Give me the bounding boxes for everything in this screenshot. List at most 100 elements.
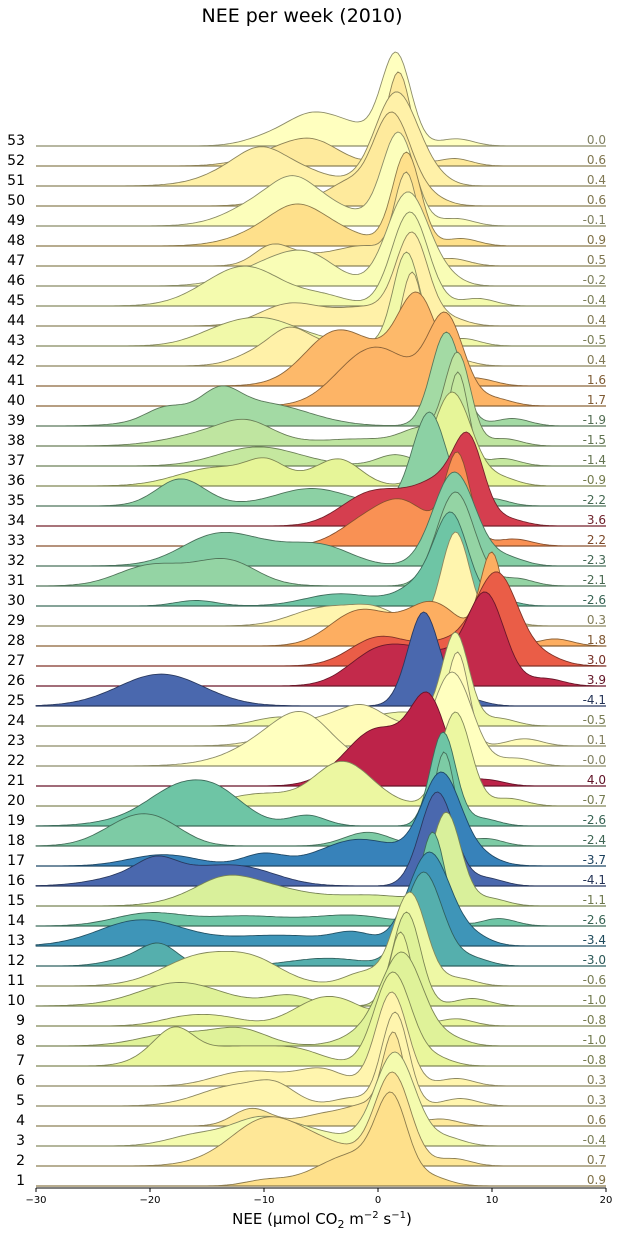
week-label: 24	[7, 713, 25, 729]
weekly-mean-label: -1.0	[583, 993, 606, 1007]
ridge-week-5: 5 0.3	[16, 1011, 606, 1109]
weekly-mean-label: -1.1	[583, 893, 606, 907]
week-label: 51	[7, 173, 25, 189]
week-label: 50	[7, 193, 25, 209]
week-label: 43	[7, 333, 25, 349]
ridges-group: 53 0.052 0.651 0.450 0.649 -0.148 0.947 0.546 -0…	[7, 51, 607, 1189]
weekly-mean-label: -0.5	[583, 713, 606, 727]
weekly-mean-label: 0.6	[587, 153, 606, 167]
x-axis-label-part: −1	[391, 1210, 406, 1221]
week-label: 16	[7, 873, 25, 889]
ridge-area	[36, 771, 606, 867]
ridge-week-15: 15 -1.1	[7, 811, 606, 909]
week-label: 25	[7, 693, 25, 709]
week-label: 34	[7, 513, 25, 529]
ridge-week-51: 51 0.4	[7, 91, 606, 189]
week-label: 2	[16, 1153, 25, 1169]
week-label: 29	[7, 613, 25, 629]
week-label: 3	[16, 1133, 25, 1149]
weekly-mean-label: 0.0	[587, 133, 606, 147]
week-label: 39	[7, 413, 25, 429]
x-tick-label: −30	[25, 1195, 46, 1206]
x-tick-label: 0	[375, 1195, 381, 1206]
x-axis-label: NEE (μmol CO2 m−2 s−1)	[232, 1210, 412, 1231]
weekly-mean-label: -0.9	[583, 473, 606, 487]
week-label: 33	[7, 533, 25, 549]
weekly-mean-label: -0.2	[583, 273, 606, 287]
week-label: 28	[7, 633, 25, 649]
week-label: 37	[7, 453, 25, 469]
x-axis-label-part: −2	[364, 1210, 379, 1221]
weekly-mean-label: 0.3	[587, 1093, 606, 1107]
weekly-mean-label: -0.8	[583, 1013, 606, 1027]
ridge-week-18: 18 -2.4	[7, 751, 606, 849]
weekly-mean-label: -0.4	[583, 1133, 606, 1147]
week-label: 6	[16, 1073, 25, 1089]
week-label: 5	[16, 1093, 25, 1109]
weekly-mean-label: -3.4	[583, 933, 606, 947]
weekly-mean-label: 0.9	[587, 1173, 606, 1187]
weekly-mean-label: -2.6	[583, 813, 606, 827]
week-label: 52	[7, 153, 25, 169]
weekly-mean-label: 0.7	[587, 1153, 606, 1167]
ridge-week-48: 48 0.9	[7, 151, 606, 249]
week-label: 1	[16, 1173, 25, 1189]
weekly-mean-label: 2.2	[587, 533, 606, 547]
ridge-week-8: 8 -1.0	[16, 951, 606, 1049]
week-label: 35	[7, 493, 25, 509]
x-tick-label: 20	[600, 1195, 613, 1206]
weekly-mean-label: -4.1	[583, 873, 606, 887]
week-label: 20	[7, 793, 25, 809]
week-label: 30	[7, 593, 25, 609]
week-label: 53	[7, 133, 25, 149]
weekly-mean-label: -0.5	[583, 333, 606, 347]
x-axis-label-part: )	[406, 1210, 412, 1228]
ridge-week-46: 46 -0.2	[7, 191, 606, 289]
weekly-mean-label: 0.4	[587, 173, 606, 187]
week-label: 48	[7, 233, 25, 249]
week-label: 10	[7, 993, 25, 1009]
ridge-week-35: 35 -2.2	[7, 411, 606, 509]
weekly-mean-label: 1.8	[587, 633, 606, 647]
x-tick-label: −20	[139, 1195, 160, 1206]
weekly-mean-label: -0.7	[583, 793, 606, 807]
ridge-week-11: 11 -0.6	[7, 891, 606, 989]
weekly-mean-label: -0.6	[583, 973, 606, 987]
week-label: 47	[7, 253, 25, 269]
week-label: 7	[16, 1053, 25, 1069]
week-label: 9	[16, 1013, 25, 1029]
x-axis-label-part: s	[379, 1210, 392, 1228]
ridge-week-12: 12 -3.0	[7, 871, 606, 969]
week-label: 17	[7, 853, 25, 869]
weekly-mean-label: -0.0	[583, 753, 606, 767]
ridge-week-44: 44 0.4	[7, 231, 606, 329]
weekly-mean-label: -3.0	[583, 953, 606, 967]
week-label: 31	[7, 573, 25, 589]
week-label: 8	[16, 1033, 25, 1049]
weekly-mean-label: -2.2	[583, 493, 606, 507]
weekly-mean-label: 0.4	[587, 353, 606, 367]
ridge-week-4: 4 0.6	[16, 1031, 606, 1129]
weekly-mean-label: 1.7	[587, 393, 606, 407]
week-label: 13	[7, 933, 25, 949]
ridge-week-13: 13 -3.4	[7, 851, 606, 949]
weekly-mean-label: -4.1	[583, 693, 606, 707]
week-label: 15	[7, 893, 25, 909]
ridge-area	[35, 751, 606, 847]
ridge-area	[35, 831, 606, 927]
ridge-week-17: 17 -3.7	[7, 771, 606, 869]
ridge-area	[35, 731, 606, 827]
ridge-week-25: 25 -4.1	[7, 611, 606, 709]
week-label: 46	[7, 273, 25, 289]
weekly-mean-label: -3.7	[583, 853, 606, 867]
week-label: 23	[7, 733, 25, 749]
x-tick-label: −10	[253, 1195, 274, 1206]
ridge-week-9: 9 -0.8	[16, 931, 606, 1029]
x-tick-label: 10	[486, 1195, 499, 1206]
ridge-week-53: 53 0.0	[7, 51, 606, 149]
weekly-mean-label: 3.9	[587, 673, 606, 687]
ridge-week-52: 52 0.6	[7, 71, 606, 169]
weekly-mean-label: -0.1	[583, 213, 606, 227]
weekly-mean-label: 1.6	[587, 373, 606, 387]
